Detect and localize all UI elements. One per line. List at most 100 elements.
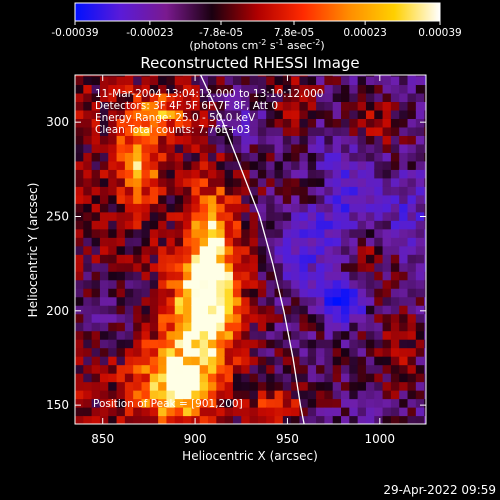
heatmap-cell bbox=[83, 356, 93, 366]
heatmap-cell bbox=[365, 245, 375, 255]
heatmap-cell bbox=[274, 203, 284, 213]
heatmap-cell bbox=[158, 75, 168, 86]
heatmap-cell bbox=[399, 237, 409, 247]
heatmap-cell bbox=[249, 407, 259, 417]
heatmap-cell bbox=[316, 339, 325, 349]
heatmap-cell bbox=[382, 126, 392, 136]
heatmap-cell bbox=[299, 211, 309, 221]
heatmap-cell bbox=[324, 407, 334, 417]
heatmap-cell bbox=[108, 177, 118, 187]
heatmap-cell bbox=[208, 109, 217, 119]
heatmap-cell bbox=[232, 194, 242, 204]
heatmap-cell bbox=[108, 203, 118, 213]
heatmap-cell bbox=[141, 373, 151, 383]
heatmap-cell bbox=[124, 92, 134, 103]
heatmap-cell bbox=[199, 322, 209, 332]
heatmap-cell bbox=[415, 160, 425, 170]
heatmap-cell bbox=[266, 407, 276, 417]
heatmap-cell bbox=[374, 152, 384, 162]
heatmap-cell bbox=[183, 254, 192, 264]
heatmap-cell bbox=[133, 118, 143, 128]
heatmap-cell bbox=[274, 194, 284, 204]
heatmap-cell bbox=[266, 254, 276, 264]
heatmap-cell bbox=[75, 245, 84, 255]
heatmap-cell bbox=[108, 126, 118, 136]
heatmap-cell bbox=[257, 330, 267, 340]
heatmap-cell bbox=[349, 407, 359, 417]
heatmap-cell bbox=[183, 228, 192, 238]
heatmap-cell bbox=[83, 203, 93, 213]
heatmap-cell bbox=[274, 118, 284, 128]
heatmap-cell bbox=[341, 279, 350, 289]
heatmap-cell bbox=[174, 313, 184, 323]
heatmap-cell bbox=[116, 211, 126, 221]
heatmap-cell bbox=[116, 169, 126, 179]
heatmap-cell bbox=[124, 84, 134, 94]
heatmap-cell bbox=[316, 390, 325, 400]
heatmap-cell bbox=[158, 126, 168, 136]
heatmap-cell bbox=[374, 254, 384, 264]
heatmap-cell bbox=[332, 313, 342, 323]
heatmap-cell bbox=[249, 118, 259, 128]
heatmap-cell bbox=[266, 330, 276, 340]
heatmap-cell bbox=[257, 84, 267, 94]
heatmap-cell bbox=[257, 347, 267, 357]
heatmap-cell bbox=[216, 135, 226, 145]
heatmap-cell bbox=[124, 313, 134, 323]
heatmap-cell bbox=[116, 126, 126, 136]
heatmap-cell bbox=[282, 364, 292, 374]
x-tick-label: 950 bbox=[276, 432, 299, 446]
heatmap-cell bbox=[166, 347, 176, 357]
heatmap-cell bbox=[399, 356, 409, 366]
heatmap-cell bbox=[166, 305, 176, 315]
heatmap-cell bbox=[83, 296, 93, 306]
heatmap-cell bbox=[232, 330, 242, 340]
heatmap-cell bbox=[399, 211, 409, 221]
heatmap-cell bbox=[199, 101, 209, 111]
heatmap-cell bbox=[349, 313, 359, 323]
heatmap-cell bbox=[365, 305, 375, 315]
heatmap-cell bbox=[266, 313, 276, 323]
heatmap-cell bbox=[382, 84, 392, 94]
heatmap-cell bbox=[241, 101, 251, 111]
heatmap-cell bbox=[274, 347, 284, 357]
heatmap-cell bbox=[149, 356, 159, 366]
heatmap-cell bbox=[199, 169, 209, 179]
heatmap-cell bbox=[199, 160, 209, 170]
heatmap-cell bbox=[415, 347, 425, 357]
heatmap-cell bbox=[75, 398, 84, 408]
heatmap-cell bbox=[99, 339, 109, 349]
heatmap-cell bbox=[299, 194, 309, 204]
heatmap-cell bbox=[133, 160, 143, 170]
heatmap-cell bbox=[316, 152, 325, 162]
heatmap-cell bbox=[208, 279, 217, 289]
heatmap-cell bbox=[216, 118, 226, 128]
heatmap-cell bbox=[299, 220, 309, 230]
heatmap-cell bbox=[341, 92, 350, 103]
heatmap-cell bbox=[374, 347, 384, 357]
heatmap-cell bbox=[224, 398, 234, 408]
heatmap-cell bbox=[75, 92, 84, 103]
heatmap-cell bbox=[357, 313, 367, 323]
heatmap-cell bbox=[166, 118, 176, 128]
heatmap-cell bbox=[415, 143, 425, 153]
heatmap-cell bbox=[174, 237, 184, 247]
heatmap-cell bbox=[232, 237, 242, 247]
heatmap-cell bbox=[166, 313, 176, 323]
heatmap-cell bbox=[208, 135, 217, 145]
heatmap-cell bbox=[183, 203, 192, 213]
colorbar-tick-label: -0.00039 bbox=[51, 27, 98, 39]
heatmap-cell bbox=[399, 75, 409, 77]
heatmap-cell bbox=[390, 330, 400, 340]
heatmap-cell bbox=[274, 228, 284, 238]
heatmap-cell bbox=[149, 220, 159, 230]
heatmap-cell bbox=[116, 135, 126, 145]
heatmap-cell bbox=[424, 390, 426, 400]
heatmap-cell bbox=[166, 330, 176, 340]
heatmap-cell bbox=[399, 143, 409, 153]
heatmap-cell bbox=[415, 92, 425, 103]
heatmap-cell bbox=[99, 288, 109, 298]
heatmap-cell bbox=[116, 109, 126, 119]
heatmap-cell bbox=[349, 75, 359, 77]
heatmap-cell bbox=[341, 254, 350, 264]
